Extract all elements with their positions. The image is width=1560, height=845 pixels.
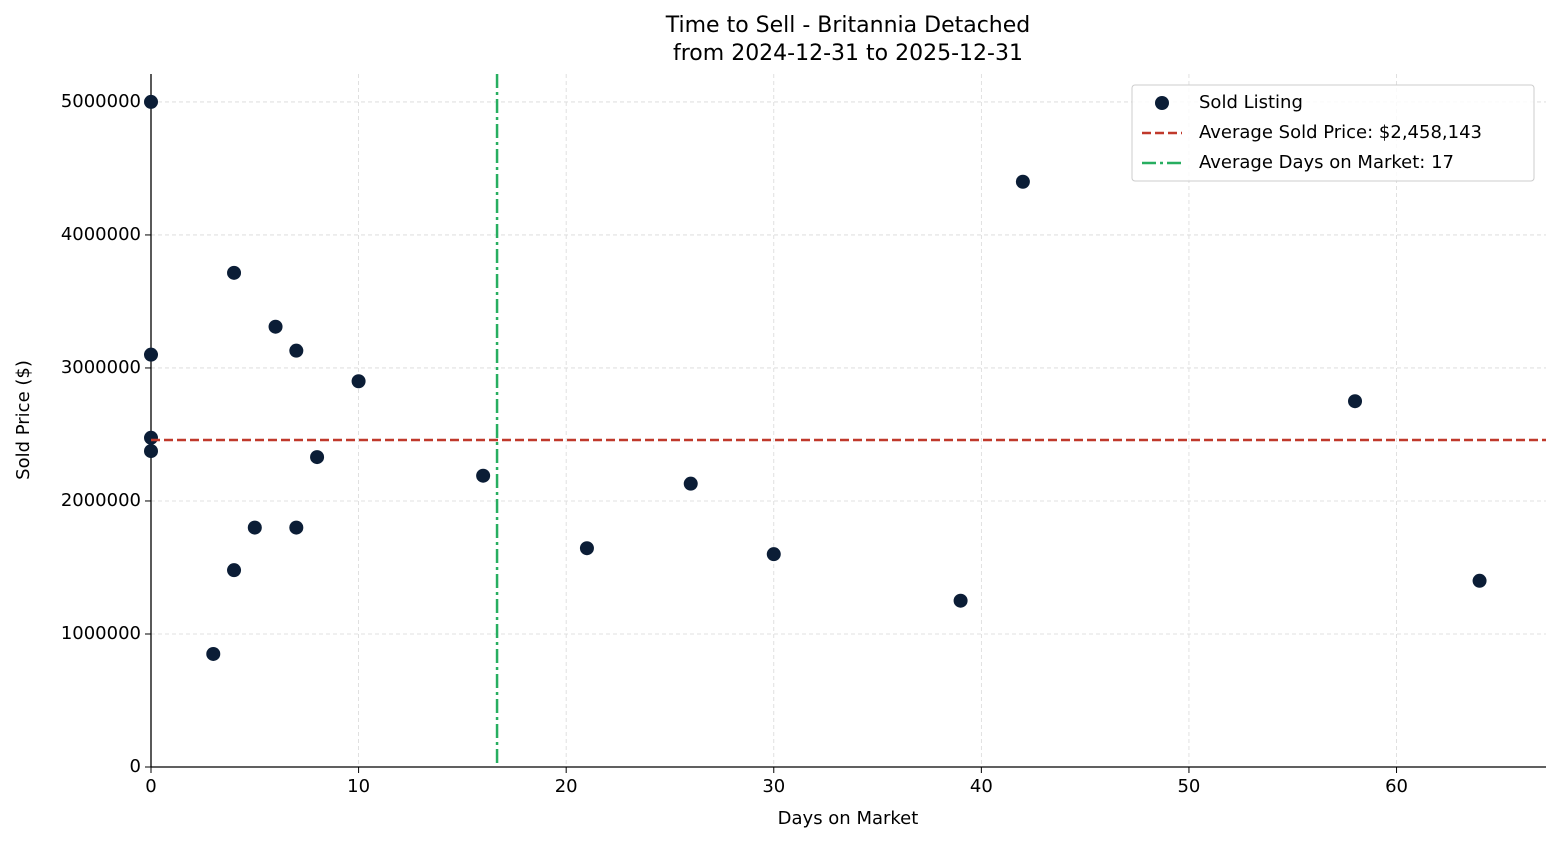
point — [683, 476, 698, 491]
point — [268, 319, 283, 334]
chart-subtitle: from 2024-12-31 to 2025-12-31 — [673, 41, 1023, 66]
point — [144, 94, 158, 109]
x-tick-label: 0 — [145, 776, 156, 797]
point — [1015, 174, 1030, 189]
point — [247, 520, 262, 535]
point — [953, 593, 968, 608]
y-tick-label: 2000000 — [61, 490, 141, 511]
y-tick-label: 3000000 — [61, 357, 141, 378]
x-tick-label: 60 — [1385, 776, 1408, 797]
x-tick-label: 20 — [555, 776, 578, 797]
point — [766, 547, 781, 562]
point — [1348, 394, 1363, 409]
legend-marker — [1155, 96, 1169, 110]
x-tick-label: 30 — [762, 776, 785, 797]
point — [227, 265, 242, 280]
y-axis-label: Sold Price ($) — [13, 360, 34, 480]
point — [476, 468, 491, 483]
y-tick-label: 0 — [130, 756, 141, 777]
legend-label: Average Days on Market: 17 — [1199, 152, 1454, 173]
y-tick-label: 4000000 — [61, 224, 141, 245]
y-tick-label: 1000000 — [61, 623, 141, 644]
point — [310, 450, 325, 465]
y-tick-label: 5000000 — [61, 91, 141, 112]
point — [227, 563, 242, 578]
x-axis-label: Days on Market — [778, 808, 919, 829]
legend-label: Sold Listing — [1199, 92, 1303, 113]
legend-box — [1131, 84, 1535, 182]
point — [1472, 573, 1487, 588]
point — [144, 430, 158, 445]
x-tick-label: 50 — [1177, 776, 1200, 797]
point — [289, 343, 304, 358]
point — [144, 347, 158, 362]
point — [579, 541, 594, 556]
point — [289, 520, 304, 535]
point — [144, 444, 158, 459]
point — [351, 374, 366, 389]
legend-label: Average Sold Price: $2,458,143 — [1199, 122, 1482, 143]
point — [206, 646, 221, 661]
x-tick-label: 10 — [347, 776, 370, 797]
chart-title: Time to Sell - Britannia Detached — [665, 13, 1031, 38]
x-tick-label: 40 — [970, 776, 993, 797]
